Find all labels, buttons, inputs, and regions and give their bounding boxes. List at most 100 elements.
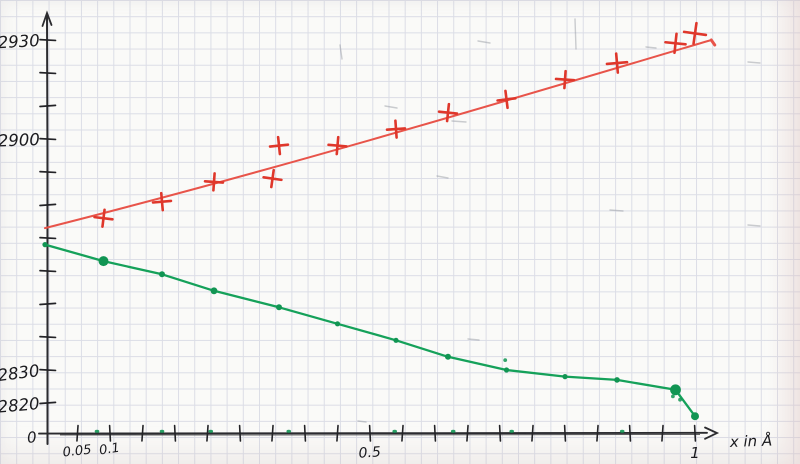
- red-cross-marker: [203, 172, 225, 192]
- red-cross-marker: [151, 191, 173, 212]
- axis-tick-labels: 2930 2900 2830 2820 0.05 0.1 0.5 1 0: [0, 31, 700, 462]
- red-cross-v: [445, 102, 451, 123]
- x-tick: [693, 424, 697, 442]
- green-axis-mark: [619, 429, 625, 433]
- y-tick-label: 2830: [0, 361, 40, 385]
- red-cross-v: [270, 168, 275, 189]
- green-dot-marker: [42, 242, 48, 248]
- x-tick: [141, 424, 144, 442]
- red-cross-v: [276, 135, 282, 156]
- green-dot-marker: [670, 384, 681, 396]
- origin-label: 0: [26, 428, 37, 447]
- x-tick: [336, 424, 339, 442]
- red-cross-marker: [682, 21, 708, 45]
- x-tick: [206, 424, 209, 442]
- green-dot-marker: [159, 271, 165, 278]
- x-tick: [108, 424, 112, 442]
- red-fit-line-end-hook: [709, 38, 717, 47]
- x-axis-second-stroke: [59, 433, 701, 436]
- pencil-smudge: [436, 175, 449, 179]
- x-tick: [401, 424, 404, 442]
- green-dot-marker: [334, 321, 341, 327]
- y-tick: [39, 401, 57, 405]
- y-tick: [39, 104, 57, 108]
- pencil-smudges: [339, 18, 761, 423]
- green-stray-dot: [678, 397, 682, 402]
- y-tick: [39, 368, 57, 372]
- x-axis-arrowhead: [704, 426, 720, 440]
- x-tick: [271, 424, 274, 442]
- red-cross-v: [673, 32, 678, 55]
- green-dot-marker: [503, 367, 510, 373]
- green-dot-marker: [210, 287, 218, 295]
- red-cross-marker: [605, 52, 629, 74]
- green-axis-mark: [208, 429, 214, 433]
- x-tick: [563, 424, 567, 442]
- red-cross-v: [614, 52, 620, 74]
- green-axis-mark: [286, 429, 292, 433]
- y-tick: [39, 302, 57, 306]
- pencil-smudge: [384, 105, 398, 109]
- red-cross-marker: [327, 135, 348, 156]
- pencil-smudge: [645, 46, 657, 49]
- green-dot-marker: [98, 256, 109, 267]
- pencil-smudge: [339, 44, 343, 60]
- green-line: [43, 243, 697, 418]
- red-cross-v: [692, 21, 698, 45]
- y-tick: [39, 203, 57, 207]
- red-cross-v: [212, 172, 216, 192]
- pencil-smudge: [451, 120, 467, 123]
- red-cross-marker: [385, 119, 407, 139]
- green-stray-dot: [671, 394, 675, 399]
- y-tick-label: 2820: [0, 394, 40, 417]
- pencil-smudge: [574, 18, 577, 50]
- pencil-smudge: [467, 338, 480, 341]
- red-cross-marker: [437, 102, 459, 123]
- red-cross-v: [563, 69, 567, 90]
- x-axis-title: x in Å: [728, 431, 772, 452]
- red-cross-v: [504, 89, 509, 110]
- red-cross-marker: [93, 208, 114, 228]
- x-tick: [466, 424, 469, 442]
- y-tick-label: 2900: [0, 130, 40, 150]
- green-axis-mark: [450, 429, 456, 433]
- y-tick: [39, 38, 57, 42]
- y-tick: [39, 170, 57, 174]
- red-cross-v: [335, 135, 340, 156]
- green-stray-dot: [503, 358, 508, 362]
- green-axis-mark: [509, 429, 514, 433]
- y-tick: [39, 335, 57, 339]
- x-tick-label: 1: [690, 444, 700, 462]
- y-tick-label: 2930: [0, 31, 40, 52]
- x-tick: [303, 424, 307, 442]
- pencil-smudge: [477, 40, 491, 44]
- green-dot-marker: [276, 304, 282, 311]
- pencil-smudge: [609, 209, 624, 212]
- pencil-smudge: [747, 61, 761, 64]
- pencil-smudge: [747, 224, 761, 227]
- x-tick: [238, 424, 242, 442]
- x-tick: [628, 424, 632, 442]
- green-dot-marker: [562, 374, 568, 380]
- red-cross-marker: [554, 69, 576, 90]
- x-axis-line: [38, 431, 708, 435]
- x-tick: [661, 424, 664, 442]
- x-tick: [76, 424, 79, 442]
- green-axis-mark: [159, 429, 165, 433]
- y-tick: [39, 137, 57, 141]
- green-dot-marker: [393, 337, 399, 343]
- red-cross-v: [159, 191, 165, 212]
- y-axis-arrowhead: [41, 10, 53, 27]
- x-tick: [596, 424, 599, 442]
- x-tick-label: 0.05: [62, 443, 92, 461]
- green-axis-mark: [392, 429, 398, 433]
- y-tick: [39, 236, 57, 240]
- red-cross-marker: [262, 168, 283, 189]
- red-cross-v: [394, 119, 398, 139]
- series-red-measurements: [44, 21, 717, 230]
- y-tick: [39, 269, 57, 273]
- y-axis-line: [46, 13, 49, 445]
- red-cross-marker: [664, 32, 687, 55]
- green-axis-mark: [94, 429, 100, 433]
